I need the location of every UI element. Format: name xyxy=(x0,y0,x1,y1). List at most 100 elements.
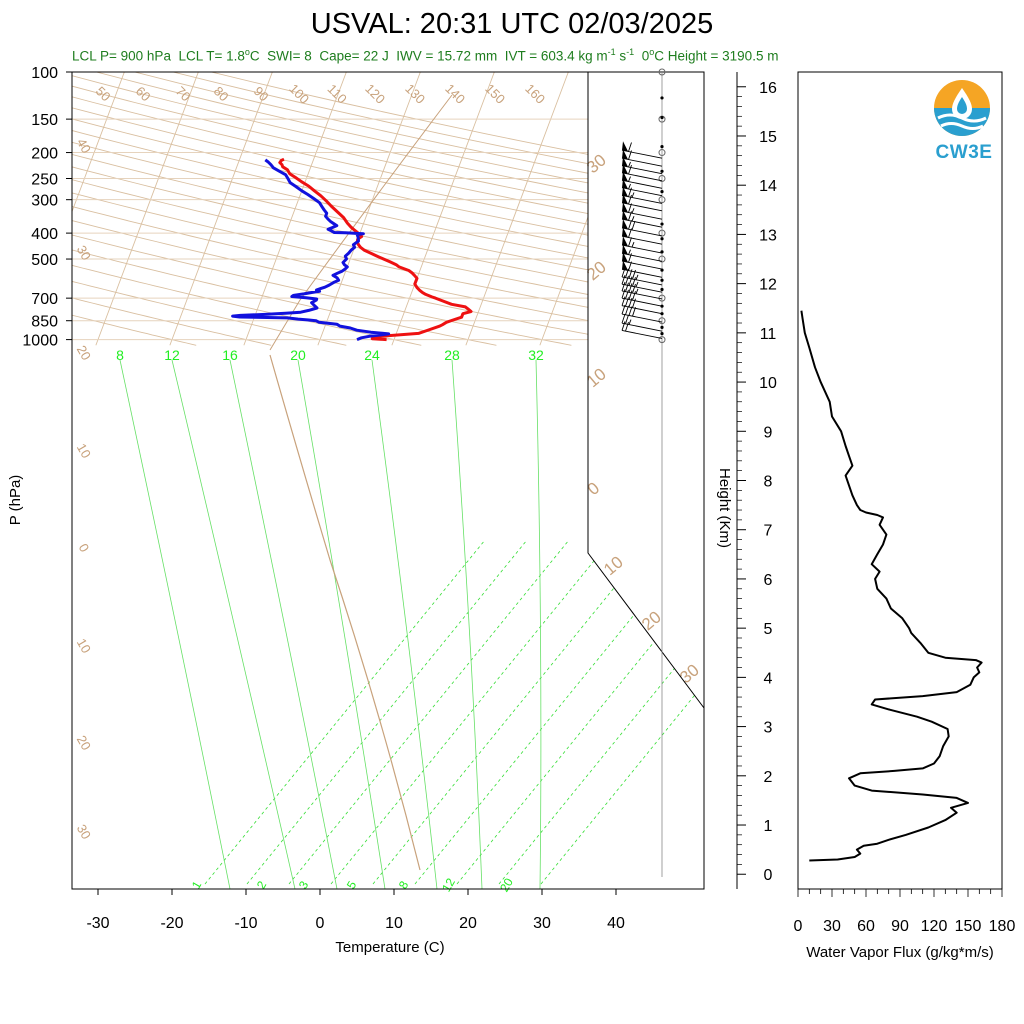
dry-adiabat-line xyxy=(72,72,704,346)
flux-curve xyxy=(800,310,983,862)
wind-barb xyxy=(621,193,663,212)
wind-barb-half xyxy=(631,215,635,222)
wind-barb-flag xyxy=(622,156,628,167)
parcel-path-line xyxy=(269,354,421,871)
level-dot xyxy=(660,144,664,149)
wind-barb-staff xyxy=(621,165,663,175)
isotherm-line xyxy=(613,72,704,346)
wind-barb-staff xyxy=(621,172,663,182)
isotherm-label: 10 xyxy=(74,636,94,656)
skew-t-border xyxy=(71,71,705,890)
dry-adiabat-label: 150 xyxy=(482,81,508,107)
wind-barb-flag xyxy=(622,141,628,152)
flux-curve-group xyxy=(800,310,983,862)
level-dot xyxy=(660,169,664,173)
mixing-ratio-label: 24 xyxy=(364,347,380,363)
height-tick-label: 1 xyxy=(764,818,773,835)
dry-adiabat-label: 60 xyxy=(133,83,154,104)
wind-barb-staff xyxy=(621,297,663,307)
moist-adiabat-line xyxy=(204,539,486,885)
zero-height-prefix: 0 xyxy=(641,48,650,64)
y-tick-label: 300 xyxy=(31,193,58,210)
height-tick-label: 3 xyxy=(764,720,773,737)
wind-barb-full xyxy=(628,194,632,205)
x-tick-label: 20 xyxy=(459,915,477,932)
envelope-line xyxy=(587,72,705,889)
moist-adiabat-line xyxy=(540,539,704,885)
mixing-ratio-label: 8 xyxy=(116,347,124,363)
mixing-ratio-label: 20 xyxy=(497,875,516,894)
wind-barb xyxy=(621,314,663,332)
height-tick-label: 0 xyxy=(764,867,773,884)
level-circle xyxy=(658,336,666,344)
y-tick-label: 500 xyxy=(31,252,58,269)
dry-adiabat-line xyxy=(72,72,704,346)
wind-barb xyxy=(621,156,663,175)
height-tick-label: 6 xyxy=(764,572,773,589)
isotherm-line xyxy=(72,72,125,346)
level-dot xyxy=(660,96,664,100)
wind-barb-flag xyxy=(622,202,628,213)
wind-barb-full xyxy=(628,261,632,271)
moist-adiabat-line xyxy=(246,539,528,885)
lcl-pressure: LCL P= 900 hPa xyxy=(72,48,171,64)
dry-adiabat-label: 80 xyxy=(211,83,232,104)
isotherm-label: 10 xyxy=(74,441,94,461)
x-axis-title: Temperature (C) xyxy=(335,939,444,956)
wind-barb-full xyxy=(628,211,632,221)
dry-adiabat-label: 160 xyxy=(522,81,548,107)
wind-barb-full xyxy=(625,268,629,278)
level-dot xyxy=(660,190,664,194)
ivt-value: IVT = 603.4 kg m xyxy=(504,48,608,64)
mixing-ratio-label: 20 xyxy=(290,347,306,363)
wind-barb xyxy=(621,202,663,220)
dry-adiabat-line xyxy=(72,72,704,346)
flux-x-tick-label: 150 xyxy=(955,918,982,935)
dry-adiabat-line xyxy=(72,72,422,346)
temperature-trace xyxy=(278,157,473,342)
wind-barb-full xyxy=(625,314,629,325)
skew-t-frame xyxy=(71,71,705,890)
isotherm-line xyxy=(762,72,864,345)
dry-adiabat-line xyxy=(72,72,704,346)
wind-barb-full xyxy=(628,283,633,293)
dry-adiabat-label: 120 xyxy=(362,81,388,107)
wind-barb-half xyxy=(635,274,639,280)
wind-barb-full xyxy=(628,150,632,160)
y-axis-title: P (hPa) xyxy=(7,475,24,526)
wind-barb-staff xyxy=(621,276,663,286)
wind-barb-flag xyxy=(622,236,628,247)
lcl-temperature-unit: C xyxy=(249,48,260,64)
wind-barb-staff xyxy=(621,322,663,332)
ivt-value-mid: s xyxy=(615,48,627,64)
isotherm-line xyxy=(687,72,704,346)
level-dot xyxy=(660,278,664,282)
chart-title: USVAL: 20:31 UTC 02/03/2025 xyxy=(310,8,714,40)
height-tick-label: 13 xyxy=(759,227,777,244)
wind-barb xyxy=(621,186,663,204)
wind-barb-full xyxy=(632,298,636,308)
dry-adiabat-line xyxy=(72,72,347,346)
wind-barb-full xyxy=(628,142,632,152)
wind-barb-full xyxy=(625,282,629,292)
wind-barb-half xyxy=(635,288,639,294)
dry-adiabat-line xyxy=(72,72,572,346)
wind-barb xyxy=(621,304,663,323)
isotherm-label: 30 xyxy=(676,660,703,687)
dewpoint-trace xyxy=(231,158,391,341)
height-tick-label: 16 xyxy=(759,80,777,97)
wind-barb xyxy=(621,267,663,286)
wind-barb-flag xyxy=(622,252,628,263)
mixing-ratio-line xyxy=(535,359,542,889)
level-dot xyxy=(660,325,664,329)
wind-barb-flag xyxy=(622,163,628,174)
wind-barb xyxy=(621,260,663,278)
wind-barb-full xyxy=(632,307,636,317)
level-circle xyxy=(658,174,666,182)
cw3e-logo-icon xyxy=(934,80,990,136)
dry-adiabat-line xyxy=(96,72,704,346)
wind-barb-half xyxy=(628,183,631,190)
x-tick-label: 0 xyxy=(316,915,325,932)
